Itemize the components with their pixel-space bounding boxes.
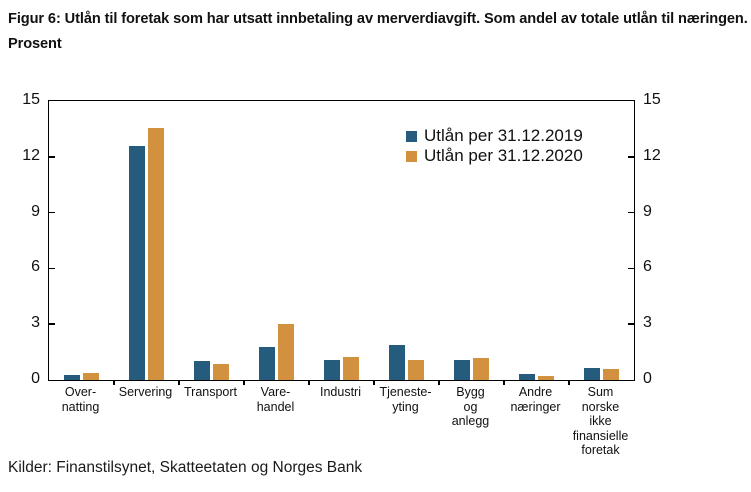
y-tick-left (49, 267, 55, 270)
x-tick (243, 380, 245, 385)
y-axis-tick-label-left: 3 (31, 314, 40, 332)
y-tick-right (628, 156, 634, 158)
plot-area (48, 100, 635, 385)
y-axis-tick-label-right: 3 (643, 314, 652, 332)
y-tick-right (628, 323, 634, 325)
legend-item-2019: Utlån per 31.12.2019 (406, 126, 583, 146)
legend-swatch-2019-icon (406, 130, 417, 142)
x-axis-label-line: Transport (183, 385, 238, 399)
x-axis-label: Vare-handel (240, 385, 312, 414)
x-axis-label-line: norske (581, 399, 620, 414)
x-axis-label-line: Industri (320, 385, 361, 399)
x-axis-label-line: handel (256, 399, 295, 414)
y-axis-tick-label-left: 12 (22, 146, 40, 164)
bar-2020-6 (473, 357, 489, 380)
x-axis-label-line: og (463, 399, 478, 414)
x-axis-label-line: Vare- (260, 385, 291, 399)
y-tick-left (49, 156, 55, 158)
source-line: Kilder: Finanstilsynet, Skatteetaten og … (8, 459, 363, 476)
x-tick (503, 380, 505, 385)
x-axis-label: Servering (110, 385, 182, 400)
bar-2020-0 (83, 372, 99, 380)
y-axis-tick-label-right: 9 (643, 202, 652, 220)
x-axis-label-line: Andre (518, 385, 553, 399)
bar-2019-1 (129, 145, 145, 380)
x-tick (568, 380, 570, 385)
x-axis-label: Transport (175, 385, 247, 400)
x-axis-label-line: yting (392, 399, 419, 414)
bar-2019-7 (519, 374, 535, 380)
x-axis-label-line: Servering (118, 385, 173, 399)
y-axis-tick-label-right: 12 (643, 146, 661, 164)
y-axis-tick-label-right: 6 (643, 258, 652, 276)
figure-title: Figur 6: Utlån til foretak som har utsat… (8, 11, 748, 52)
x-tick (438, 380, 440, 385)
x-tick (178, 380, 180, 385)
legend-label-2019: Utlån per 31.12.2019 (424, 126, 583, 145)
y-tick-left (49, 211, 55, 214)
bar-2020-5 (408, 359, 424, 380)
bar-2019-3 (259, 347, 275, 380)
bar-2019-0 (64, 375, 80, 380)
bar-2020-4 (343, 356, 359, 380)
x-axis-label-line: Bygg (456, 385, 485, 399)
y-axis-tick-label-left: 9 (31, 202, 40, 220)
bar-2019-5 (389, 344, 405, 380)
bar-2019-8 (584, 367, 600, 380)
legend-swatch-2020-icon (406, 150, 417, 162)
x-tick (308, 380, 310, 385)
legend: Utlån per 31.12.2019 Utlån per 31.12.202… (406, 126, 583, 166)
bar-2020-2 (213, 364, 229, 380)
y-tick-left (49, 323, 55, 325)
x-axis-label-line: anlegg (451, 414, 490, 428)
y-tick-right (628, 211, 634, 214)
y-axis-tick-label-left: 0 (31, 370, 40, 387)
x-axis-label-line: Tjeneste- (379, 385, 432, 399)
legend-label-2020: Utlån per 31.12.2020 (424, 146, 583, 165)
x-tick (113, 380, 115, 385)
x-axis-label: Over-natting (45, 385, 117, 414)
bar-2019-2 (194, 361, 210, 380)
bar-2020-7 (538, 376, 554, 380)
bar-2020-1 (148, 127, 164, 380)
legend-item-2020: Utlån per 31.12.2020 (406, 146, 583, 166)
bar-2020-8 (603, 368, 619, 380)
bar-2020-3 (278, 324, 294, 380)
y-axis-tick-label-left: 6 (31, 258, 40, 276)
y-axis-tick-label-left: 15 (22, 91, 40, 108)
x-axis-label: Industri (305, 385, 377, 400)
y-tick-right (628, 267, 634, 270)
x-axis-label-line: Sum (587, 385, 614, 399)
x-axis-label-line: natting (61, 399, 100, 414)
bar-2019-6 (454, 360, 470, 380)
x-axis-label: Bygg og anlegg (435, 385, 507, 429)
y-axis-tick-label-right: 0 (643, 370, 652, 387)
x-axis-label-line: Over- (64, 385, 97, 399)
x-axis-label: Andre næringer (500, 385, 572, 414)
y-axis-tick-label-right: 15 (643, 91, 661, 108)
x-axis-label-line: ikke (589, 414, 612, 428)
bar-2019-4 (324, 360, 340, 380)
x-tick (373, 380, 375, 385)
x-axis-label: Tjeneste-yting (370, 385, 442, 414)
x-axis-label-line: næringer (510, 399, 561, 414)
x-axis-label-line: finansielle (572, 428, 629, 443)
x-axis-label: Sum norske ikke finansielle foretak (565, 385, 637, 458)
x-axis-label-line: foretak (581, 443, 620, 457)
